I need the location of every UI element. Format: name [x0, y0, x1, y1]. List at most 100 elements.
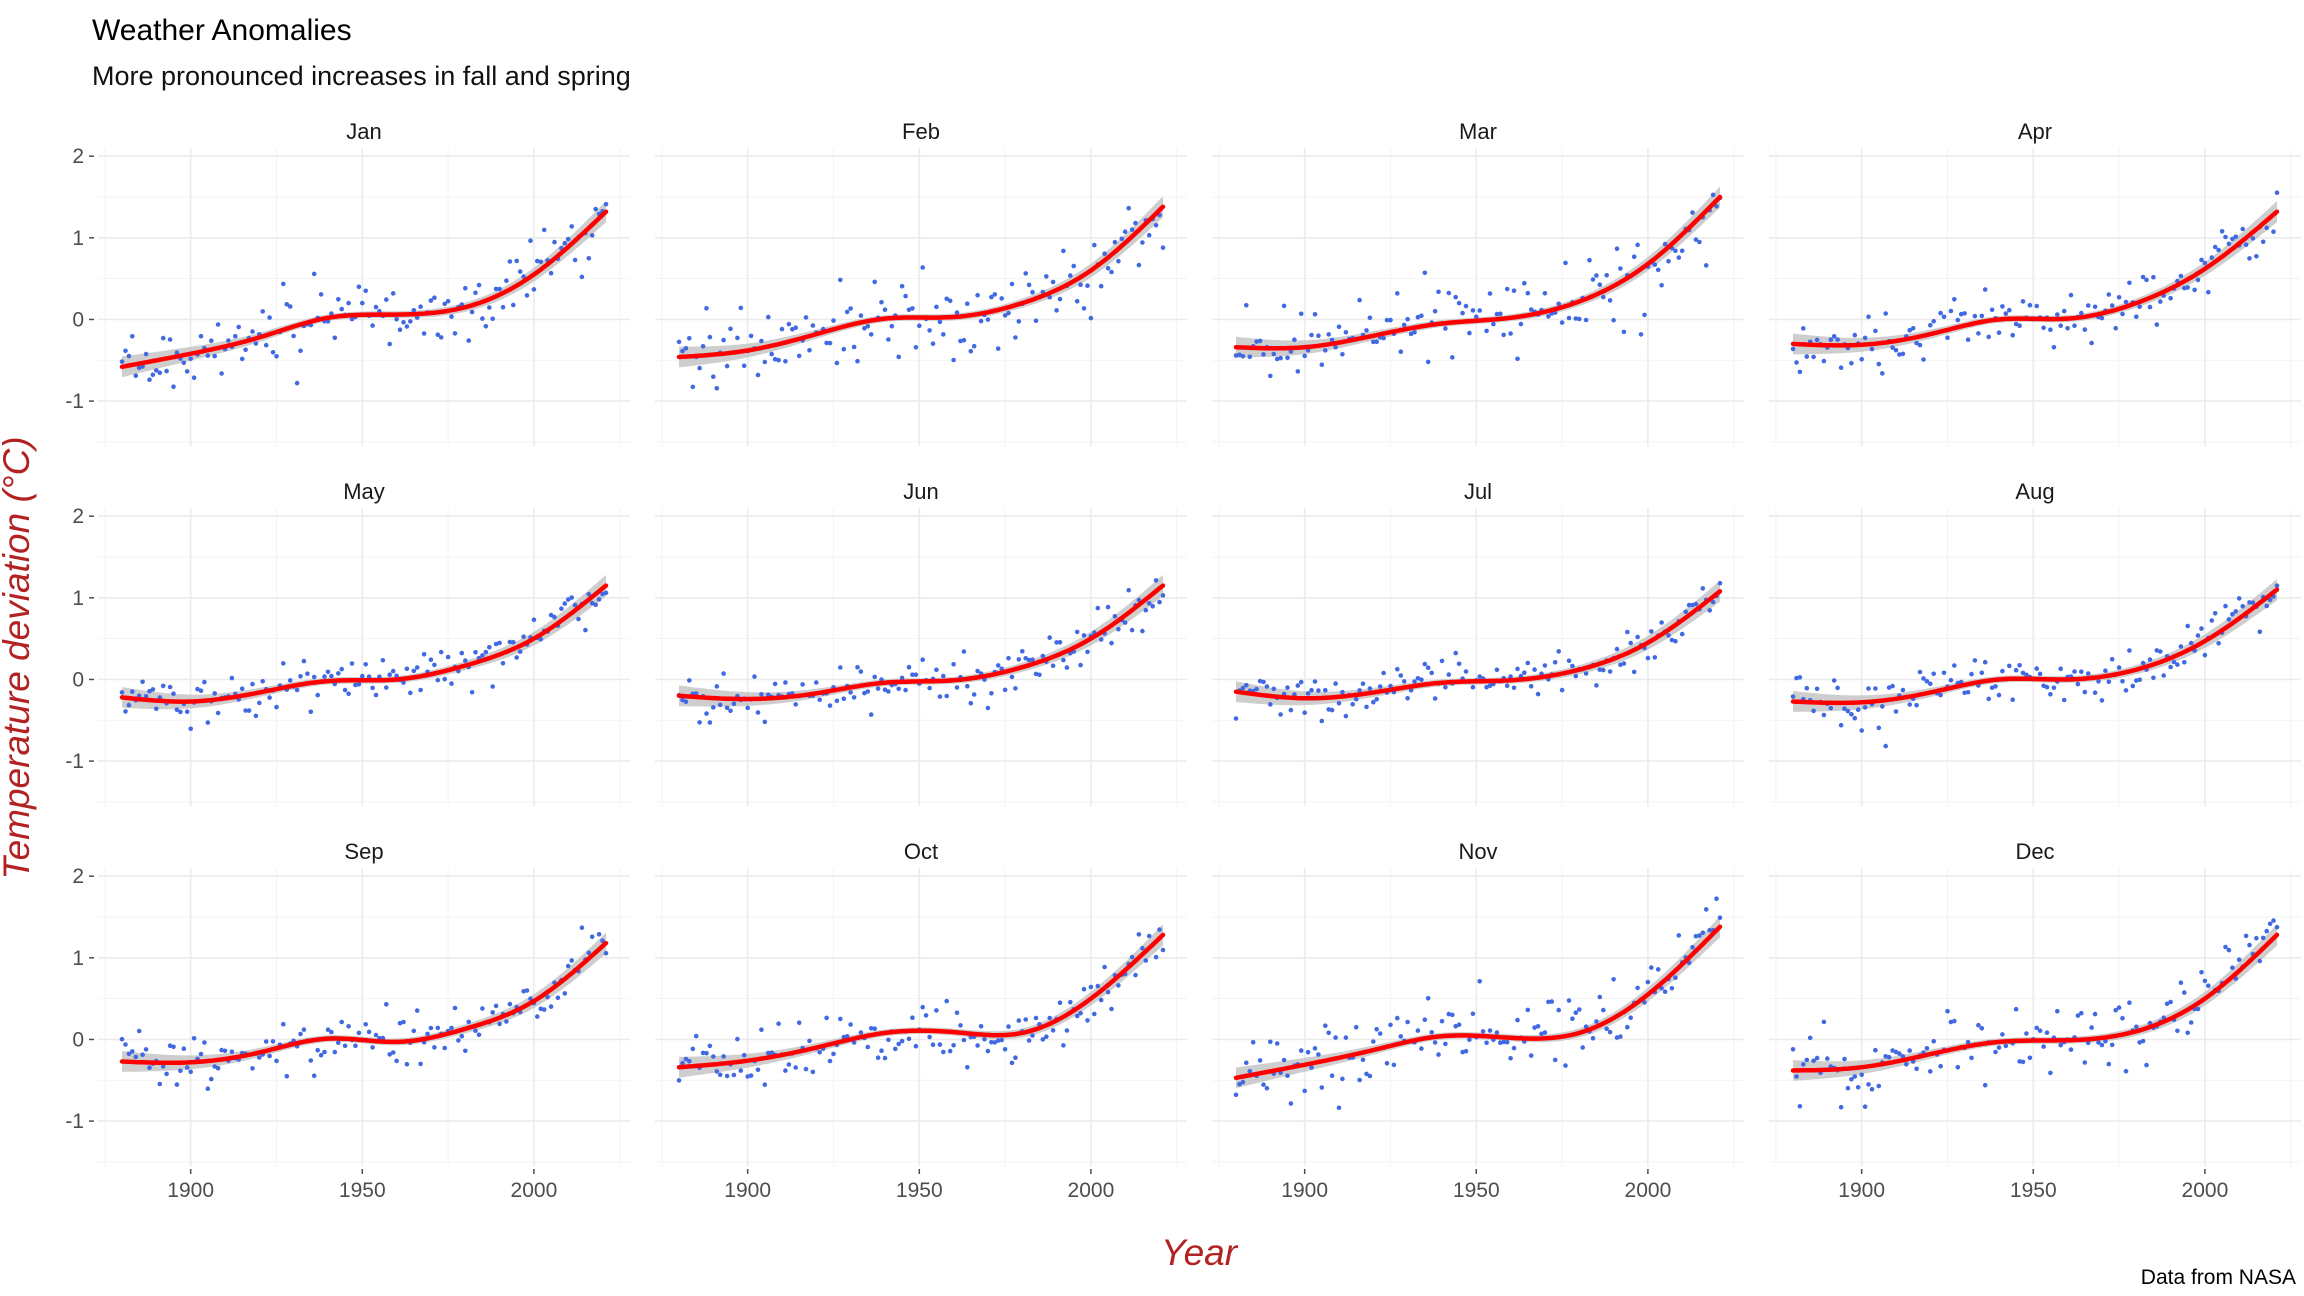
- data-point: [1268, 373, 1273, 379]
- data-point: [714, 684, 720, 689]
- data-point: [2226, 947, 2232, 953]
- panel-apr: Apr: [1769, 119, 2301, 446]
- confidence-band: [1236, 186, 1720, 358]
- data-point: [174, 350, 180, 356]
- data-point: [1023, 271, 1028, 276]
- data-point: [1305, 691, 1311, 696]
- data-point: [810, 323, 816, 328]
- data-point: [1552, 660, 1558, 665]
- data-point: [1261, 679, 1266, 685]
- data-point: [1659, 620, 1664, 625]
- data-point: [2274, 925, 2280, 930]
- data-point: [1621, 329, 1627, 335]
- data-point: [397, 1020, 403, 1026]
- data-point: [1897, 1051, 1902, 1056]
- data-point: [1604, 1026, 1609, 1032]
- data-point: [2182, 660, 2187, 665]
- data-point: [154, 706, 159, 712]
- data-point: [136, 1028, 142, 1034]
- data-point: [1996, 330, 2002, 336]
- data-point: [603, 590, 609, 596]
- data-point: [2158, 649, 2163, 654]
- data-point: [1340, 352, 1345, 357]
- data-point: [480, 1006, 485, 1011]
- data-point: [865, 1044, 871, 1050]
- data-point: [1666, 258, 1671, 264]
- data-point: [336, 1040, 341, 1045]
- data-point: [1364, 328, 1369, 333]
- data-point: [711, 705, 716, 710]
- data-point: [1556, 301, 1561, 307]
- data-point: [2182, 990, 2187, 995]
- data-point: [1900, 687, 1906, 693]
- data-point: [1329, 707, 1335, 713]
- x-tick-label: 1900: [724, 1179, 771, 1202]
- data-point: [411, 1028, 417, 1034]
- data-point: [927, 685, 932, 691]
- data-point: [579, 274, 585, 280]
- data-point: [711, 1054, 716, 1059]
- data-point: [253, 341, 259, 346]
- data-point: [174, 1082, 180, 1087]
- data-point: [882, 687, 888, 692]
- data-point: [1405, 696, 1410, 701]
- smooth-trend-line: [1790, 932, 2280, 1073]
- data-point: [1343, 330, 1349, 335]
- data-point: [831, 318, 836, 323]
- data-point: [965, 683, 970, 689]
- data-point: [1910, 326, 1916, 331]
- data-point: [676, 1078, 682, 1083]
- data-point: [1047, 1015, 1052, 1021]
- data-point: [445, 654, 451, 660]
- data-point: [432, 295, 437, 301]
- data-point: [1873, 1047, 1878, 1053]
- data-point: [1268, 1039, 1273, 1045]
- data-point: [1470, 308, 1476, 313]
- data-point: [1446, 1011, 1452, 1017]
- data-point: [195, 686, 200, 692]
- data-point: [2233, 234, 2239, 240]
- data-point: [2260, 935, 2266, 941]
- data-point: [1057, 296, 1063, 302]
- data-point: [1446, 290, 1452, 296]
- data-point: [1353, 1024, 1359, 1030]
- data-point: [1081, 633, 1087, 638]
- data-point: [1295, 369, 1301, 374]
- data-point: [360, 300, 365, 306]
- data-point: [1477, 308, 1482, 313]
- data-point: [1972, 313, 1978, 319]
- data-point: [1552, 1057, 1558, 1063]
- data-point: [356, 1030, 362, 1036]
- data-point: [559, 606, 564, 611]
- data-point: [428, 298, 434, 303]
- data-point: [1013, 686, 1018, 691]
- data-point: [1312, 312, 1318, 317]
- panel-jul: Jul: [1212, 479, 1744, 806]
- data-point: [690, 384, 696, 390]
- data-point: [1016, 319, 1022, 324]
- data-point: [920, 1004, 925, 1010]
- data-point: [1669, 986, 1675, 991]
- data-point: [514, 258, 519, 264]
- data-point: [428, 657, 434, 662]
- data-point: [1700, 586, 1706, 591]
- data-point: [951, 357, 956, 363]
- data-point: [1419, 677, 1424, 682]
- data-point: [452, 331, 458, 336]
- data-point: [951, 662, 956, 667]
- data-point: [545, 994, 550, 1000]
- data-point: [1467, 330, 1472, 336]
- data-point: [1081, 306, 1087, 311]
- data-point: [1955, 317, 1961, 323]
- data-point: [311, 674, 317, 680]
- y-tick-label: 2: [72, 505, 84, 528]
- data-point: [1962, 690, 1967, 696]
- data-point: [687, 1058, 692, 1064]
- data-point: [500, 304, 506, 310]
- data-point: [995, 346, 1001, 351]
- data-point: [1649, 629, 1654, 634]
- data-point: [229, 1049, 235, 1054]
- data-point: [731, 1072, 737, 1078]
- data-point: [1893, 709, 1899, 714]
- data-point: [2013, 1006, 2019, 1012]
